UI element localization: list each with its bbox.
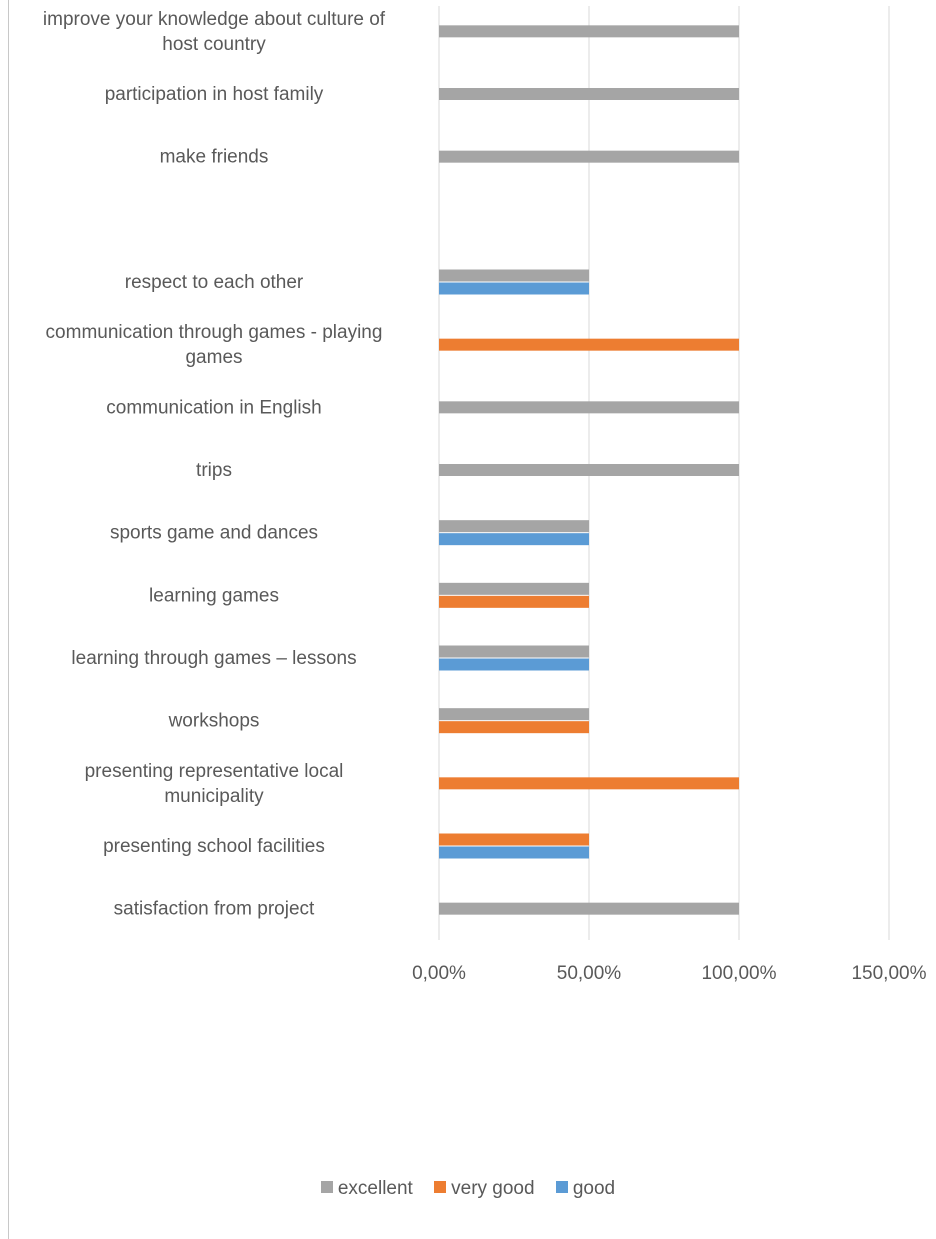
legend-label-very-good: very good bbox=[451, 1178, 535, 1199]
bar-excellent bbox=[439, 582, 589, 595]
legend-label-excellent: excellent bbox=[337, 1178, 413, 1199]
category-label: communication through games - playing gam… bbox=[46, 322, 383, 368]
bar-good bbox=[439, 846, 589, 859]
bar-excellent bbox=[439, 401, 739, 414]
bar-excellent bbox=[439, 708, 589, 721]
legend: excellent very good good bbox=[0, 1178, 936, 1200]
x-axis-tick-labels: 0,00% 50,00% 100,00% 150,00% bbox=[412, 963, 927, 984]
x-tick-label: 50,00% bbox=[557, 963, 622, 984]
category-label: presenting school facilities bbox=[103, 836, 325, 857]
bar-excellent bbox=[439, 464, 739, 476]
bar-excellent bbox=[439, 269, 589, 282]
bar-good bbox=[439, 282, 589, 295]
category-label: presenting representative local municipal… bbox=[85, 761, 344, 807]
category-label: satisfaction from project bbox=[114, 899, 315, 920]
bar-excellent bbox=[439, 520, 589, 533]
bar-very-good bbox=[439, 595, 589, 608]
category-label: sports game and dances bbox=[110, 523, 318, 544]
bar-very-good bbox=[439, 833, 589, 846]
legend-label-good: good bbox=[572, 1178, 616, 1199]
legend-swatch-good bbox=[555, 1181, 568, 1193]
bar-good bbox=[439, 533, 589, 546]
category-label: respect to each other bbox=[125, 272, 304, 293]
x-tick-label: 150,00% bbox=[851, 963, 926, 984]
legend-swatch-very-good bbox=[434, 1181, 447, 1193]
bar-excellent bbox=[439, 25, 739, 38]
category-labels: improve your knowledge about culture of h… bbox=[43, 9, 386, 920]
legend-item-excellent: excellent bbox=[320, 1178, 413, 1200]
x-tick-label: 0,00% bbox=[412, 963, 466, 984]
category-label: improve your knowledge about culture of h… bbox=[43, 9, 386, 55]
bar-good bbox=[439, 658, 589, 671]
bar-excellent bbox=[439, 645, 589, 658]
bars bbox=[439, 25, 739, 915]
bar-chart: improve your knowledge about culture of h… bbox=[43, 6, 927, 984]
bar-excellent bbox=[439, 902, 739, 915]
category-label: participation in host family bbox=[105, 84, 324, 105]
bar-excellent bbox=[439, 150, 739, 163]
category-label: communication in English bbox=[106, 397, 321, 418]
bar-very-good bbox=[439, 777, 739, 790]
category-label: learning through games – lessons bbox=[71, 648, 356, 669]
legend-swatch-excellent bbox=[320, 1181, 333, 1193]
category-label: learning games bbox=[149, 585, 279, 606]
category-label: workshops bbox=[168, 711, 260, 732]
x-tick-label: 100,00% bbox=[701, 963, 776, 984]
category-label: make friends bbox=[160, 147, 269, 168]
legend-item-good: good bbox=[555, 1178, 616, 1200]
legend-item-very-good: very good bbox=[434, 1178, 535, 1200]
bar-very-good bbox=[439, 721, 589, 734]
bar-excellent bbox=[439, 88, 739, 100]
page-border bbox=[8, 0, 9, 1239]
bar-very-good bbox=[439, 338, 739, 351]
category-label: trips bbox=[196, 460, 232, 481]
